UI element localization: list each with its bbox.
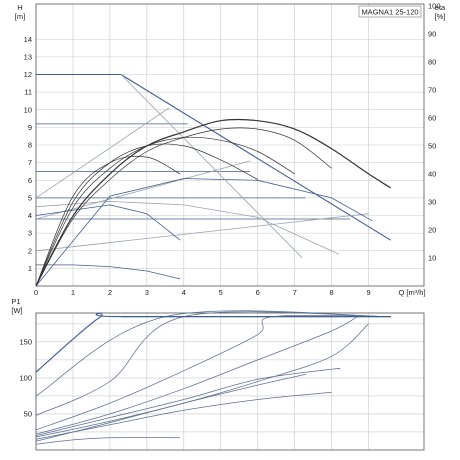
head-curve-5 [36,264,181,280]
power-y-tick-label: 100 [19,373,32,382]
head-curve-6 [35,213,369,252]
head-y-tick-label: 14 [24,35,32,44]
power-curve-4 [35,316,358,435]
head-y-tick-label: 13 [24,52,32,61]
efficiency-curve-2 [35,136,295,287]
head-y-tick-label: 9 [28,123,32,132]
power-y-tick-label: 50 [24,409,32,418]
eta-axis-label: eta [435,3,446,12]
power-axis-label: P1 [11,297,20,306]
eta-y-tick-label: 20 [428,225,436,234]
head-y-tick-label: 5 [28,193,32,202]
x-tick-label: 0 [34,288,38,297]
power-curve-2 [35,311,391,416]
title-box [358,5,422,18]
efficiency-curve-3 [35,143,258,287]
head-y-tick-label: 8 [28,141,32,150]
power-curve-6 [35,373,306,442]
eta-y-tick-label: 100 [428,1,441,10]
head-curve-11 [35,178,373,287]
power-panel: 50 100 150 P1[W] [11,297,425,451]
head-y-tick-label: 6 [28,176,32,185]
power-curve-1 [35,310,391,397]
eta-y-tick-label: 90 [428,29,436,38]
eta-y-tick-label: 10 [428,253,436,262]
eta-axis-unit: [%] [435,12,446,21]
head-y-tick-label: 12 [24,70,32,79]
x-tick-label: 6 [256,288,260,297]
chart-title: MAGNA1 25-120 [361,8,418,17]
x-tick-label: 5 [219,288,223,297]
x-tick-label: 4 [182,288,186,297]
head-y-tick-label: 3 [28,229,32,238]
power-axis-unit: [W] [11,306,22,315]
power-frame [35,312,425,451]
head-curve-8 [35,107,170,199]
x-tick-label: 1 [71,288,75,297]
head-y-tick-label: 7 [28,158,32,167]
head-y-tick-label: 10 [24,105,32,114]
power-curve-7 [35,391,332,440]
head-y-tick-label: 11 [24,88,32,97]
x-tick-label: 8 [330,288,334,297]
head-y-tick-label: 2 [28,246,32,255]
head-panel: 0 1 2 3 4 5 6 7 8 9123456789101112131410203040506… [15,1,446,297]
efficiency-curve-4 [35,155,181,287]
head-axis-label: H [17,3,22,12]
head-curve-12 [120,74,303,259]
head-y-tick-label: 1 [28,264,32,273]
x-tick-label: 9 [366,288,370,297]
eta-y-tick-label: 30 [428,197,436,206]
head-y-tick-label: 4 [28,211,32,220]
power-curve-8 [35,368,341,436]
power-y-tick-label: 150 [19,337,32,346]
eta-y-tick-label: 80 [428,57,436,66]
head-curve-10 [35,204,181,241]
power-curve-9 [35,437,181,445]
eta-y-tick-label: 70 [428,85,436,94]
eta-y-tick-label: 60 [428,113,436,122]
x-axis-label: Q [m³/h] [398,288,425,297]
x-tick-label: 2 [108,288,112,297]
power-curve-3 [35,314,391,431]
eta-y-tick-label: 50 [428,141,436,150]
efficiency-curve-0 [35,118,392,287]
power-curve-0 [35,313,391,373]
power-curve-5 [35,323,369,438]
head-frame [35,3,425,287]
head-axis-unit: [m] [15,12,25,21]
x-tick-label: 3 [145,288,149,297]
eta-y-tick-label: 40 [428,169,436,178]
x-tick-label: 7 [293,288,297,297]
